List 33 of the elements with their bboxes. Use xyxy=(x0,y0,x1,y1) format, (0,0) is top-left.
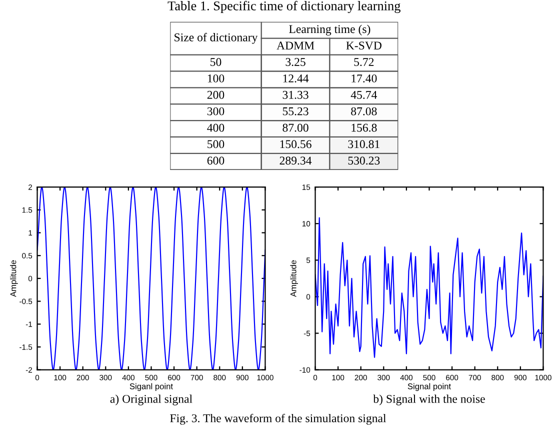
data-label: 530.23 xyxy=(348,156,380,165)
y-tick-label: 50 xyxy=(210,58,222,66)
data-label: 55.23 xyxy=(282,107,308,116)
x-tick-label: ADMM xyxy=(276,42,314,50)
data-label: 289.34 xyxy=(280,156,312,165)
y-tick-label: 500 xyxy=(208,140,224,148)
data-label: 31.33 xyxy=(282,90,308,99)
y-tick-label: 200 xyxy=(207,90,224,99)
y-axis-title: Amplitude xyxy=(290,260,298,297)
data-label: 17.40 xyxy=(352,74,377,82)
data-label: 87.08 xyxy=(351,107,377,116)
chart-title: Table 1. Specific time of dictionary learning xyxy=(168,0,400,14)
x-axis-title: Siganl point xyxy=(130,383,173,391)
x-axis-title: Learning time (s) xyxy=(289,24,370,36)
y-axis-title: Amplitude xyxy=(10,260,18,297)
text: b) Signal with the noise xyxy=(373,394,485,406)
data-label: 156.8 xyxy=(352,124,377,132)
text: a) Original signal xyxy=(110,394,192,406)
data-label: 150.56 xyxy=(280,140,312,148)
data-label: 87.00 xyxy=(282,124,308,132)
data-label: 12.44 xyxy=(283,74,309,82)
x-axis-title: Signal point xyxy=(408,383,451,391)
y-axis-title: Size of dictionary xyxy=(174,32,258,44)
x-tick-label: K-SVD xyxy=(346,42,382,50)
data-label: 310.81 xyxy=(348,140,380,148)
y-tick-label: 400 xyxy=(207,124,224,132)
data-label: 3.25 xyxy=(286,58,306,66)
data-label: 45.74 xyxy=(350,90,378,99)
data-label: 5.72 xyxy=(354,58,374,66)
caption: Fig. 3. The waveform of the simulation signal xyxy=(170,414,386,425)
y-tick-label: 100 xyxy=(208,74,224,82)
y-tick-label: 600 xyxy=(207,156,224,165)
y-tick-label: 300 xyxy=(207,107,224,116)
